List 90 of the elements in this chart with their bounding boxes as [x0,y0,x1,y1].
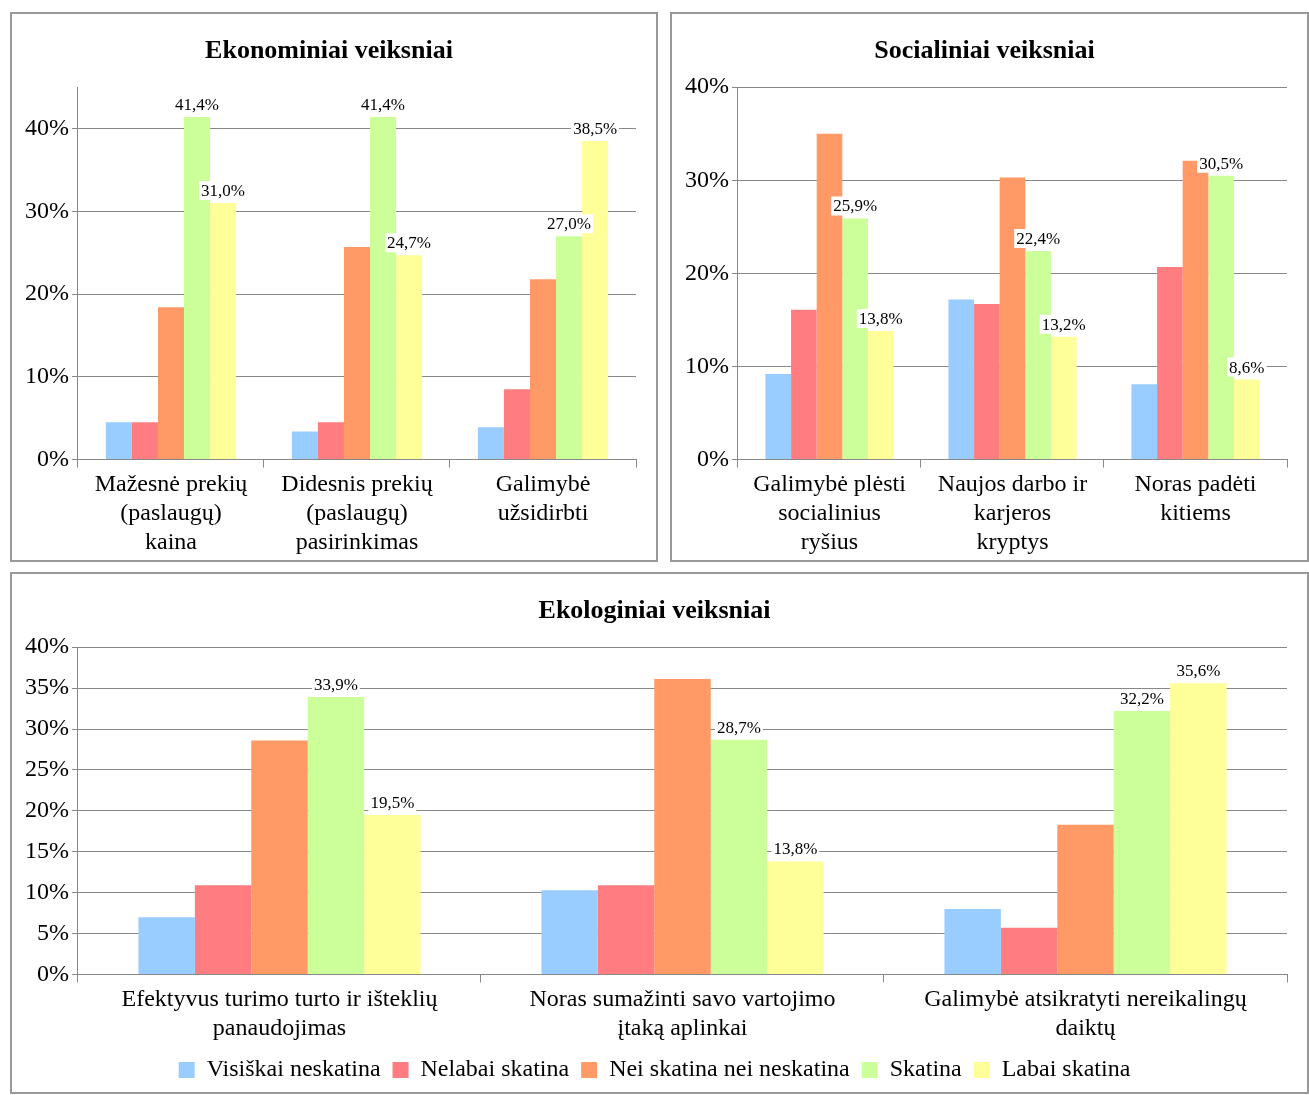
data-label: 13,8% [858,309,903,329]
x-tick-label: Naujos darbo ir karjeros kryptys [937,470,1088,554]
bar [251,740,308,974]
bar [343,246,371,460]
data-label: 19,5% [370,792,415,812]
y-tick-label: 30% [24,196,69,223]
legend-label: Visiškai neskatina [206,1055,381,1082]
data-label: 27,0% [547,214,591,234]
bar [503,389,530,460]
y-tick-label: 20% [684,258,729,285]
y-tick-label: 25% [24,755,69,782]
y-tick-label: 35% [24,673,69,700]
x-tick-label: Noras sumažinti savo vartojimo įtaką aplinkai [529,985,836,1040]
data-label: 33,9% [313,675,358,695]
y-tick-label: 40% [24,632,69,659]
y-tick-label: 15% [24,837,69,863]
y-tick-label: 30% [24,714,69,741]
bar [138,917,195,974]
x-tick-label: Galimybė užsidirbti [495,470,591,526]
y-tick-label: 40% [684,72,729,99]
x-tick-label: Galimybė atsikratyti nereikalingų daiktų [924,985,1248,1040]
y-tick-label: 30% [684,165,729,192]
bar [1000,927,1058,974]
bar [710,739,768,974]
legend-label: Nei skatina nei neskatina [609,1055,851,1082]
data-label: 35,6% [1176,661,1221,681]
y-tick-label: 20% [24,279,69,306]
chart-title: Ekologiniai veiksniai [538,595,771,625]
y-tick-label: 20% [24,796,69,823]
y-tick-label: 5% [36,918,69,945]
bar [1233,379,1260,460]
bar [556,236,583,460]
bar [157,307,185,460]
data-label: 41,4% [175,94,219,114]
bar [541,890,598,974]
bar [317,422,344,460]
y-tick-label: 0% [36,444,69,471]
bar [1050,336,1077,460]
x-tick-label: Didesnis prekių (paslaugų) pasirinkimas [281,470,434,554]
bar [974,304,1000,460]
bar [105,422,132,460]
bar [477,427,504,460]
chart-title: Socialiniai veiksniai [874,35,1095,65]
data-label: 13,8% [773,839,818,859]
data-label: 13,2% [1041,314,1086,334]
y-tick-label: 40% [24,113,69,140]
bar [1157,266,1183,460]
x-tick-label: Noras padėti kitiems [1134,470,1257,526]
bar [765,373,792,460]
legend-label: Skatina [889,1055,963,1082]
bar [291,431,318,460]
x-tick-label: Mažesnė prekių (paslaugų) kaina [94,470,249,554]
data-label: 41,4% [361,94,405,114]
data-label: 28,7% [716,717,761,737]
bar [867,331,894,460]
data-label: 32,2% [1119,688,1164,708]
bar [767,861,824,974]
y-tick-label: 10% [24,362,69,389]
bar [597,885,655,974]
data-label: 30,5% [1199,153,1244,173]
x-tick-label: Galimybė plėsti socialinius ryšius [753,470,907,554]
bar [396,255,423,460]
bar [529,279,557,460]
bar [364,814,421,974]
bar [210,203,237,460]
bar [948,299,975,460]
y-tick-label: 0% [36,959,69,986]
y-tick-label: 10% [24,877,69,904]
data-label: 38,5% [573,118,618,138]
bar [1113,711,1171,974]
bar [1170,683,1227,974]
bar [654,679,711,974]
data-label: 22,4% [1016,229,1061,249]
data-label: 24,7% [387,233,432,253]
x-tick-label: Efektyvus turimo turto ir išteklių panaudojimas [121,985,439,1040]
data-label: 8,6% [1229,357,1265,377]
bar [307,697,365,974]
data-label: 31,0% [201,181,246,201]
y-tick-label: 10% [684,351,729,378]
chart-title: Ekonominiai veiksniai [205,35,453,65]
data-label: 25,9% [833,196,878,216]
y-tick-label: 0% [696,444,729,471]
legend-label: Labai skatina [1001,1055,1131,1082]
bar [131,422,158,460]
bar [1057,824,1114,974]
legend-label: Nelabai skatina [420,1055,570,1082]
bar [194,885,252,974]
bar [791,309,817,460]
bar [944,908,1001,974]
bar [1131,384,1158,460]
